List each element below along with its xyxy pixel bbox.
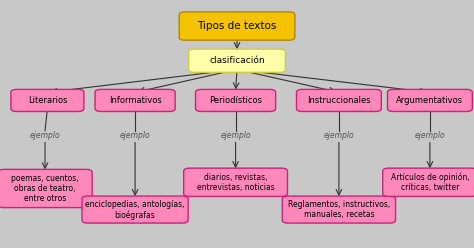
Text: poemas, cuentos,
obras de teatro,
entre otros: poemas, cuentos, obras de teatro, entre … (11, 174, 79, 203)
Text: ejemplo: ejemplo (324, 131, 354, 140)
Text: Periodísticos: Periodísticos (209, 96, 262, 105)
FancyBboxPatch shape (183, 168, 287, 196)
FancyBboxPatch shape (95, 90, 175, 112)
FancyBboxPatch shape (82, 196, 188, 223)
Text: enciclopedias, antologías,
bioégrafas: enciclopedias, antologías, bioégrafas (85, 200, 185, 219)
Text: Reglamentos, instructivos,
manuales, recetas: Reglamentos, instructivos, manuales, rec… (288, 200, 390, 219)
FancyBboxPatch shape (0, 169, 92, 208)
FancyBboxPatch shape (195, 90, 275, 112)
Text: Literarios: Literarios (27, 96, 67, 105)
Text: Instruccionales: Instruccionales (307, 96, 371, 105)
FancyBboxPatch shape (282, 196, 395, 223)
Text: ejemplo: ejemplo (120, 131, 150, 140)
Text: Artículos de opinión,
críticas, twitter: Artículos de opinión, críticas, twitter (391, 172, 469, 192)
Text: Tipos de textos: Tipos de textos (197, 21, 277, 31)
FancyBboxPatch shape (383, 168, 474, 196)
FancyBboxPatch shape (189, 49, 285, 72)
FancyBboxPatch shape (387, 90, 472, 112)
FancyBboxPatch shape (179, 12, 295, 40)
Text: Informativos: Informativos (109, 96, 162, 105)
Text: clasificación: clasificación (209, 56, 265, 65)
Text: diarios, revistas,
entrevistas, noticias: diarios, revistas, entrevistas, noticias (197, 173, 274, 192)
Text: ejemplo: ejemplo (415, 131, 445, 140)
Text: Argumentativos: Argumentativos (396, 96, 464, 105)
Text: ejemplo: ejemplo (30, 131, 60, 140)
Text: ejemplo: ejemplo (220, 131, 251, 140)
FancyBboxPatch shape (296, 90, 381, 112)
FancyBboxPatch shape (11, 90, 84, 112)
